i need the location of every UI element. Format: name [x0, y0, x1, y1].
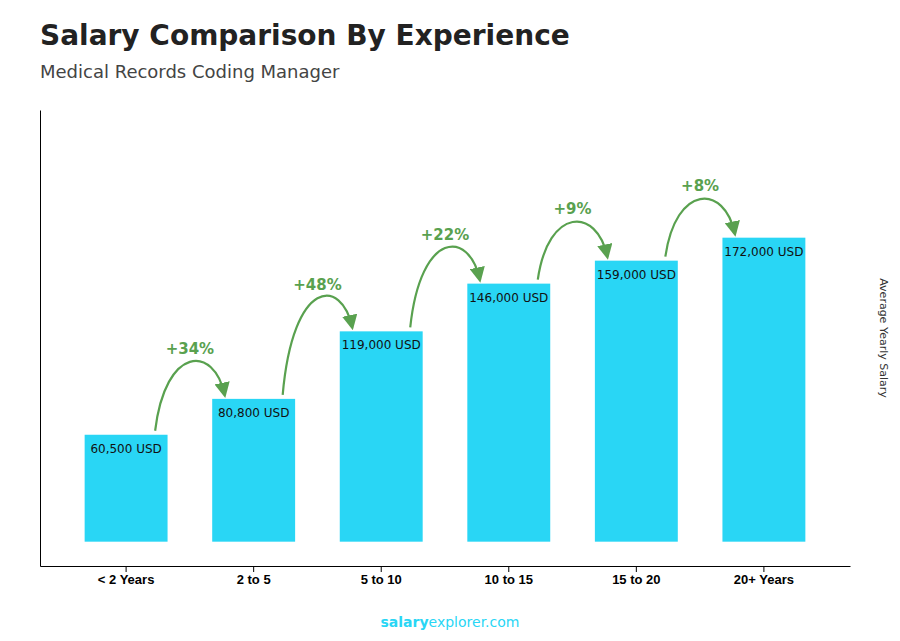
y-axis-line: [40, 111, 41, 567]
bar: [212, 399, 295, 542]
change-arrow: [155, 361, 225, 431]
subtitle: Medical Records Coding Manager: [40, 61, 340, 82]
y-axis-title: Average Yearly Salary: [877, 278, 890, 398]
x-axis-line: [41, 566, 851, 567]
data-label: 60,500 USD: [90, 442, 161, 456]
x-tick-mark: [508, 566, 509, 572]
x-tick-mark: [636, 566, 637, 572]
x-tick: 15 to 20: [612, 566, 660, 587]
x-tick-mark: [381, 566, 382, 572]
pct-label: +22%: [421, 226, 469, 244]
change-arrow: [410, 247, 480, 328]
x-tick-mark: [126, 566, 127, 572]
change-arrow: [538, 222, 608, 280]
pct-label: +48%: [293, 276, 341, 294]
footer: salaryexplorer.com: [381, 614, 520, 630]
x-tick-label: 2 to 5: [237, 572, 271, 587]
title: Salary Comparison By Experience: [40, 19, 570, 52]
x-tick-label: 5 to 10: [361, 572, 402, 587]
x-tick: 20+ Years: [734, 566, 794, 587]
chart: Salary Comparison By Experience Medical R…: [0, 0, 900, 641]
footer-part: salary: [381, 614, 429, 630]
x-tick-label: 20+ Years: [734, 572, 794, 587]
labels: 60,500 USD 80,800 USD 119,000 USD 146,000 U…: [90, 177, 803, 456]
x-tick-mark: [253, 566, 254, 572]
change-arrow: [283, 296, 353, 395]
x-tick-label: < 2 Years: [98, 572, 155, 587]
x-tick: < 2 Years: [98, 566, 155, 587]
data-label: 159,000 USD: [597, 268, 676, 282]
x-tick-label: 10 to 15: [485, 572, 533, 587]
y-axis: [40, 111, 41, 567]
x-tick: 5 to 10: [361, 566, 402, 587]
data-label: 80,800 USD: [218, 406, 289, 420]
data-label: 172,000 USD: [724, 245, 803, 259]
x-tick-label: 15 to 20: [612, 572, 660, 587]
x-axis: < 2 Years 2 to 5 5 to 10 10 to 15 15 to 20 20…: [41, 566, 851, 587]
data-label: 146,000 USD: [469, 291, 548, 305]
footer-part: explorer.com: [429, 614, 520, 630]
bar: [467, 284, 550, 542]
x-tick-mark: [763, 566, 764, 572]
pct-label: +9%: [554, 200, 592, 218]
x-tick: 2 to 5: [237, 566, 271, 587]
data-label: 119,000 USD: [342, 338, 421, 352]
x-tick: 10 to 15: [485, 566, 533, 587]
bar: [722, 238, 805, 542]
bar: [85, 435, 168, 542]
bar: [340, 331, 423, 541]
pct-label: +8%: [681, 177, 719, 195]
plot-area: [85, 238, 806, 542]
pct-label: +34%: [166, 340, 214, 358]
change-arrow: [665, 199, 735, 257]
bar: [595, 261, 678, 542]
